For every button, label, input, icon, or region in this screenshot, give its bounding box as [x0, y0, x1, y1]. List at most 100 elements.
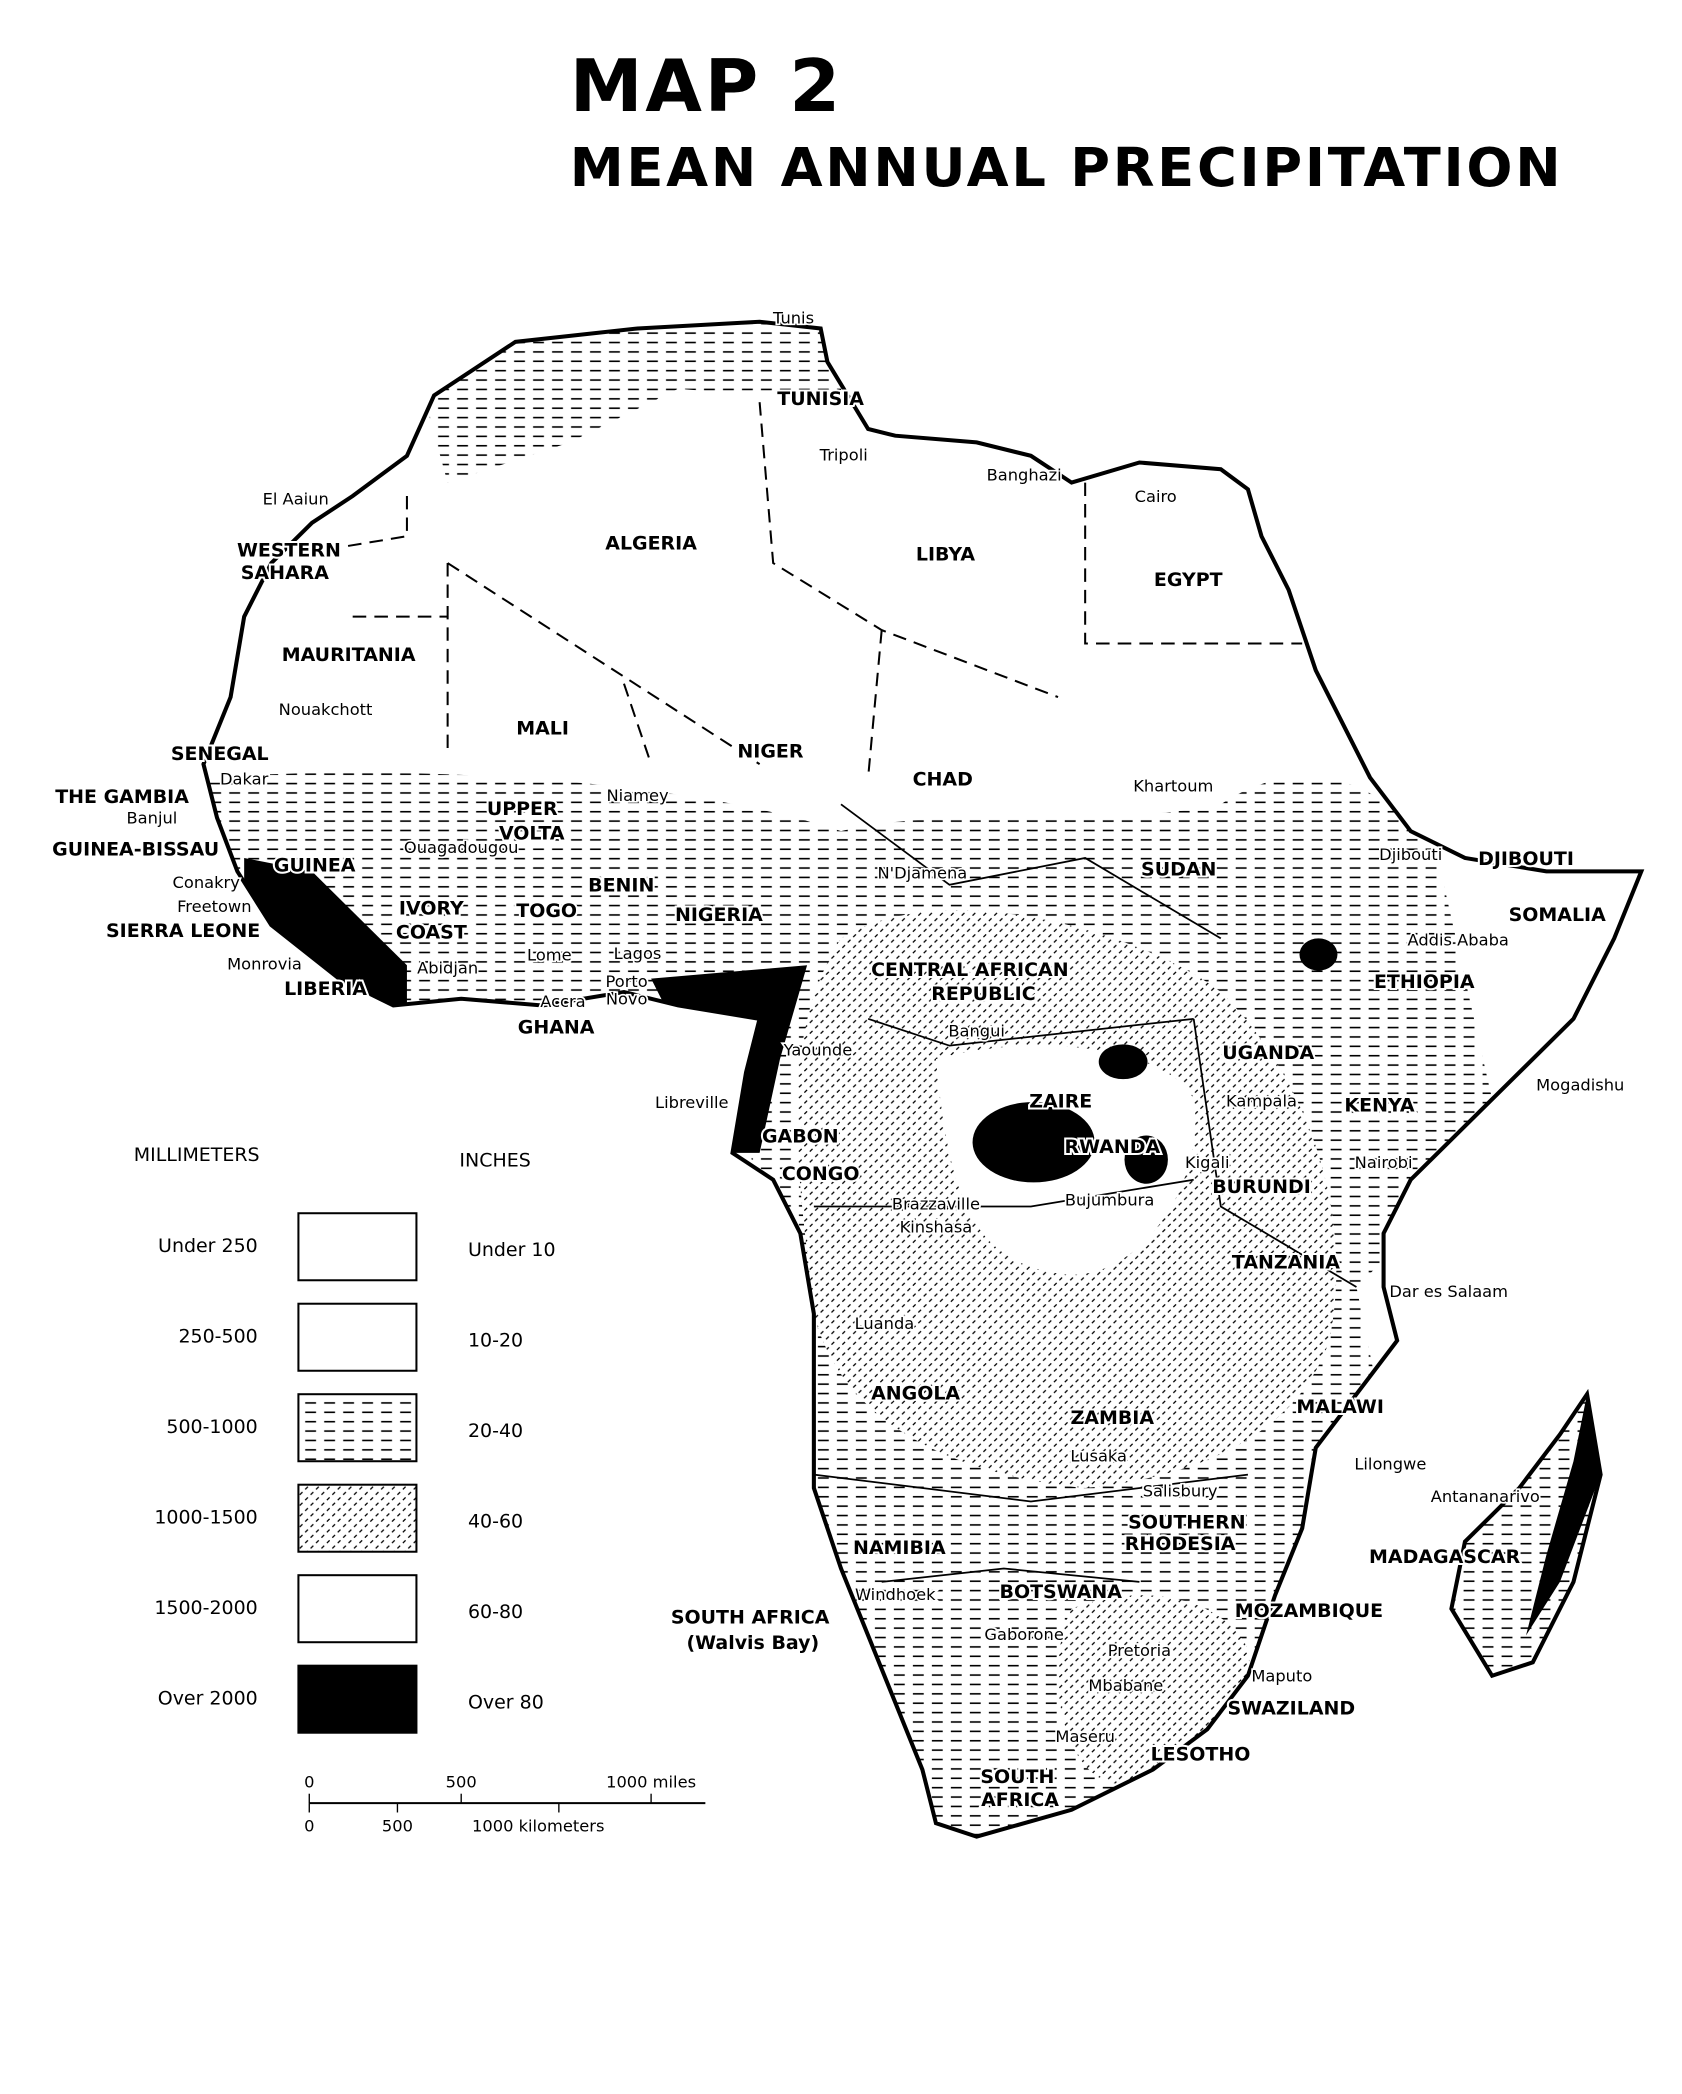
- country-label: RWANDA: [1064, 1136, 1160, 1158]
- country-label: TOGO: [516, 900, 577, 922]
- city-label: Luanda: [855, 1314, 915, 1333]
- country-label: MADAGASCAR: [1369, 1546, 1521, 1568]
- country-label: BURUNDI: [1212, 1176, 1311, 1198]
- legend-header: MILLIMETERS: [134, 1144, 260, 1166]
- legend-inches: Over 80: [468, 1692, 544, 1714]
- country-label: SOUTH AFRICA: [671, 1607, 830, 1629]
- scale-label: 500: [382, 1817, 413, 1836]
- city-label: Djibouti: [1379, 845, 1442, 864]
- city-label: Dakar: [220, 770, 269, 789]
- city-label: Gaborone: [984, 1625, 1064, 1644]
- legend-inches: 60-80: [468, 1601, 523, 1623]
- city-label: Antananarivo: [1431, 1487, 1540, 1506]
- city-label: Dar es Salaam: [1389, 1282, 1508, 1301]
- country-label: NIGERIA: [675, 904, 763, 926]
- country-label: MALI: [516, 718, 569, 740]
- legend-swatch: [297, 1664, 418, 1734]
- scale-label: 1000 miles: [606, 1773, 696, 1792]
- madagascar: [1449, 1388, 1603, 1679]
- country-label: ALGERIA: [605, 533, 697, 555]
- scale-bar: 0 500 1000 miles 0 500 1000 kilometers: [302, 1771, 706, 1837]
- city-label: Ouagadougou: [404, 838, 519, 857]
- country-label: ZAIRE: [1029, 1091, 1092, 1113]
- city-label: Khartoum: [1133, 776, 1213, 795]
- scale-label: 0: [304, 1817, 314, 1836]
- city-label: Kinshasa: [900, 1218, 973, 1237]
- city-label: Mogadishu: [1536, 1075, 1624, 1094]
- city-label: Banghazi: [987, 465, 1062, 484]
- country-label: MAURITANIA: [282, 644, 416, 666]
- city-label: Windhoek: [855, 1585, 936, 1604]
- madagascar-wet-zone: [1526, 1394, 1601, 1636]
- legend-inches: 40-60: [468, 1511, 523, 1533]
- country-label: WESTERN: [237, 540, 341, 562]
- country-label: LIBYA: [916, 544, 976, 566]
- legend-millimeters: 1500-2000: [154, 1597, 257, 1619]
- city-label: Lusaka: [1070, 1447, 1127, 1466]
- city-label: Nairobi: [1355, 1153, 1413, 1172]
- city-label: Lagos: [614, 944, 662, 963]
- country-label: RHODESIA: [1125, 1533, 1236, 1555]
- legend-swatch: [297, 1483, 418, 1553]
- legend-millimeters: 500-1000: [166, 1416, 257, 1438]
- legend-millimeters: 1000-1500: [154, 1507, 257, 1529]
- country-label: THE GAMBIA: [55, 786, 189, 808]
- city-label: Yaounde: [783, 1041, 853, 1060]
- city-label: Tunis: [772, 309, 814, 328]
- country-label: COAST: [396, 922, 467, 944]
- city-label: Mbabane: [1088, 1676, 1163, 1695]
- country-label: CENTRAL AFRICAN: [871, 959, 1068, 981]
- city-label: Monrovia: [227, 955, 302, 974]
- country-label: LIBERIA: [284, 978, 367, 1000]
- map-title: MAP 2: [570, 44, 843, 128]
- country-label: ANGOLA: [871, 1383, 960, 1405]
- country-label: SENEGAL: [171, 743, 269, 765]
- country-label: MALAWI: [1296, 1396, 1383, 1418]
- city-label: Addis Ababa: [1407, 931, 1508, 950]
- country-label: SOUTHERN: [1128, 1511, 1245, 1533]
- city-label: Salisbury: [1143, 1482, 1218, 1501]
- legend-swatch: [297, 1212, 418, 1282]
- city-label: Nouakchott: [279, 700, 373, 719]
- country-label: AFRICA: [981, 1789, 1059, 1811]
- country-label: BENIN: [588, 875, 654, 897]
- legend-header: INCHES: [459, 1150, 530, 1172]
- legend-swatch: [297, 1302, 418, 1372]
- country-label: GUINEA-BISSAU: [52, 839, 219, 861]
- legend-inches: 20-40: [468, 1420, 523, 1442]
- country-label: NAMIBIA: [853, 1537, 946, 1559]
- scale-label: 500: [446, 1773, 477, 1792]
- borders-solid: [813, 803, 1357, 1583]
- city-label: Brazzaville: [892, 1195, 980, 1214]
- city-label: Bangui: [948, 1022, 1005, 1041]
- country-label: TANZANIA: [1232, 1251, 1340, 1273]
- legend-swatch: [297, 1574, 418, 1644]
- city-label: Porto: [606, 972, 648, 991]
- legend-millimeters: 250-500: [178, 1326, 257, 1348]
- city-label: Freetown: [177, 897, 251, 916]
- legend-inches: 10-20: [468, 1330, 523, 1352]
- city-label: Kampala: [1226, 1092, 1297, 1111]
- country-label: UGANDA: [1222, 1042, 1314, 1064]
- country-label: SAHARA: [241, 562, 330, 584]
- country-label: REPUBLIC: [931, 983, 1035, 1005]
- scale-label: 0: [304, 1773, 314, 1792]
- country-label: ZAMBIA: [1071, 1407, 1155, 1429]
- country-label: GHANA: [518, 1017, 595, 1039]
- country-label: IVORY: [399, 897, 464, 919]
- city-label: Lilongwe: [1354, 1455, 1426, 1474]
- city-label: Maputo: [1251, 1667, 1312, 1686]
- city-label: Banjul: [127, 809, 178, 828]
- legend-millimeters: Under 250: [158, 1235, 258, 1257]
- country-label: NIGER: [737, 741, 804, 763]
- legend-swatch: [297, 1393, 418, 1463]
- city-label: Niamey: [606, 786, 669, 805]
- city-label: El Aaiun: [263, 490, 329, 509]
- city-label: Abidjan: [417, 959, 478, 978]
- country-label: VOLTA: [499, 822, 565, 844]
- city-label: Kigali: [1185, 1153, 1230, 1172]
- labels: Tunis TUNISIA Tripoli Banghazi Cairo El Aaiun…: [50, 307, 1626, 1813]
- country-label: UPPER: [487, 798, 558, 820]
- country-label: TUNISIA: [777, 388, 864, 410]
